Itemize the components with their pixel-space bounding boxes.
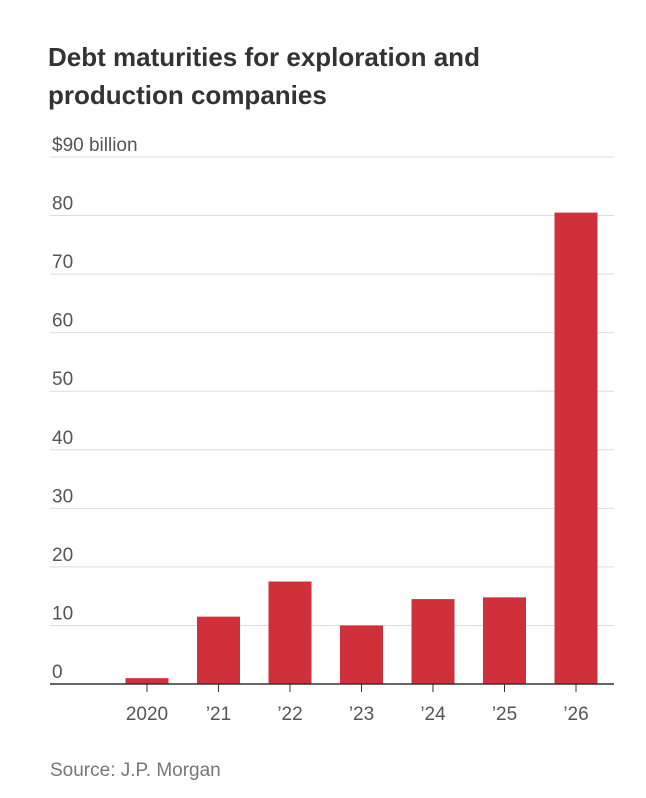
y-tick-label: 30 [52,486,73,507]
x-axis-ticks [146,684,577,692]
x-tick-label: ’24 [420,704,446,725]
y-tick-label: 0 [52,662,63,683]
bar [411,599,455,684]
x-tick-label: ’26 [563,704,588,725]
y-tick-label: 40 [52,428,73,449]
chart-title: Debt maturities for exploration and prod… [48,42,480,110]
y-tick-label: 10 [52,603,73,624]
x-axis-labels: 2020 ’21 ’22 ’23 ’24 ’25 ’26 [126,704,589,725]
bar [268,581,312,684]
bar [483,597,526,684]
bar [197,616,240,684]
source-note: Source: J.P. Morgan [50,760,221,781]
x-tick-label: ’23 [349,704,374,725]
y-tick-label: 80 [52,194,73,215]
bar [554,212,598,684]
bars [125,212,598,684]
y-tick-label: 20 [52,545,73,566]
x-tick-label: ’21 [206,704,231,725]
y-tick-label: 50 [52,369,73,390]
x-tick-label: ’22 [277,704,302,725]
x-tick-label: 2020 [126,704,168,725]
y-tick-label: 60 [52,311,73,332]
bar-chart: 0 10 20 30 40 50 60 70 80 $90 billion 2020 ’21 ’22 ’… [50,135,614,725]
y-axis-unit-label: $90 billion [52,135,138,156]
y-axis-labels: 0 10 20 30 40 50 60 70 80 $90 billion [52,135,138,683]
bar [340,625,383,684]
gridlines [50,156,614,626]
x-tick-label: ’25 [492,704,517,725]
bar [125,678,169,684]
y-tick-label: 70 [52,252,73,273]
